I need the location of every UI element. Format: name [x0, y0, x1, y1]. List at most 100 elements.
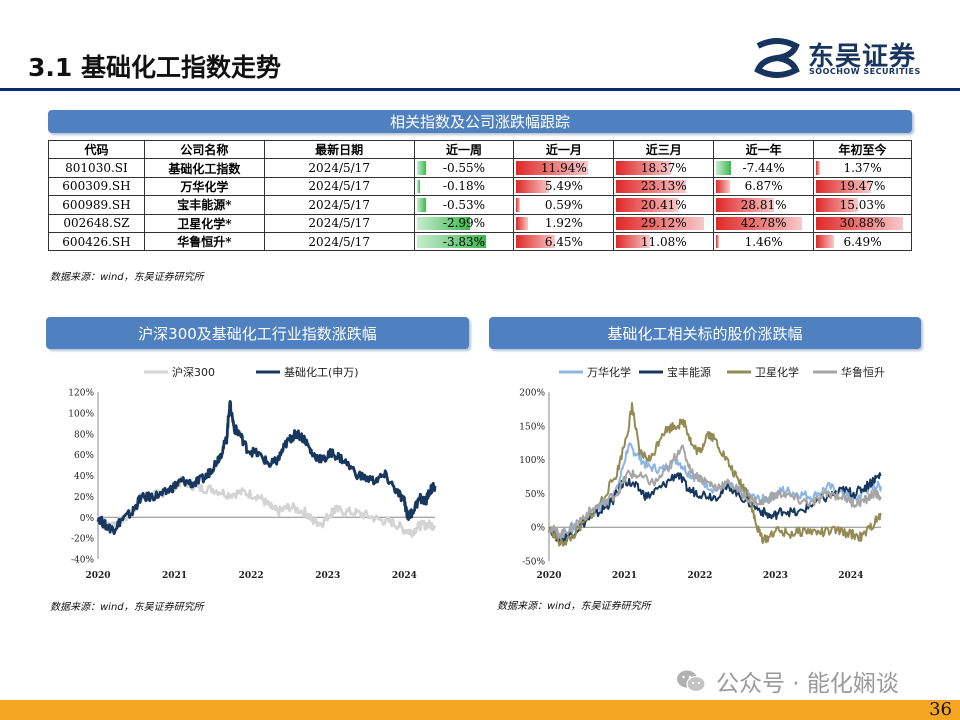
watermark-text: 公众号 · 能化娴谈 [716, 671, 899, 697]
change-cell: 23.13% [613, 176, 715, 197]
x-tick-label: 2020 [85, 571, 110, 581]
table-header-row: 代码 公司名称 最新日期 近一周 近一月 近三月 近一年 年初至今 [48, 139, 912, 160]
company-name-cell: 宝丰能源* [143, 195, 265, 215]
positive-data-bar [716, 179, 730, 194]
change-cell: 30.88% [813, 213, 912, 233]
column-header: 年初至今 [813, 139, 912, 160]
tracking-table: 代码 公司名称 最新日期 近一周 近一月 近三月 近一年 年初至今 801030… [48, 139, 912, 252]
change-cell: 18.37% [613, 158, 715, 178]
left-chart-header: 沪深300及基础化工行业指数涨跌幅 [46, 317, 469, 349]
footer-bar [0, 700, 960, 720]
left-chart-source-note: 数据来源：wind，东吴证券研究所 [50, 602, 204, 613]
positive-data-bar [616, 161, 672, 175]
change-cell: 1.92% [513, 213, 615, 233]
change-cell: 5.49% [513, 176, 615, 197]
change-value: 23.13% [640, 179, 687, 194]
column-header: 公司名称 [143, 139, 265, 160]
y-tick-label: 20% [74, 493, 94, 503]
header-divider [0, 88, 960, 91]
table-row: 002648.SZ 卫星化学* 2024/5/17 -2.99% 1.92% 29.12%… [48, 213, 912, 233]
series-line-3 [548, 402, 882, 547]
x-tick-label: 2023 [763, 571, 788, 581]
positive-data-bar [616, 216, 704, 230]
table-section-header: 相关指数及公司涨跌幅跟踪 [48, 110, 912, 133]
legend-label: 卫星化学 [755, 365, 799, 379]
x-tick-label: 2024 [838, 571, 863, 581]
date-cell: 2024/5/17 [263, 158, 415, 178]
logo-english-name: SOOCHOW SECURITIES [809, 67, 921, 76]
change-value: 29.12% [640, 216, 687, 231]
x-tick-label: 2023 [315, 571, 340, 581]
change-cell: 0.59% [513, 195, 615, 215]
change-cell: 1.46% [713, 231, 815, 252]
company-name-cell: 华鲁恒升* [143, 231, 265, 252]
positive-data-bar [816, 161, 820, 175]
left-line-chart: -40% -20% 0% 20% 40% 60% 80% 100% 120% 2020 2021 20… [68, 365, 437, 581]
wechat-watermark: 公众号 · 能化娴谈 [676, 664, 899, 698]
column-header: 近一周 [413, 139, 515, 160]
change-value: 6.45% [544, 234, 583, 249]
change-value: 15.03% [839, 197, 886, 212]
change-value: 0.59% [544, 197, 583, 212]
y-tick-label: 40% [74, 472, 94, 482]
positive-data-bar [516, 216, 528, 230]
right-line-chart: -50% 0% 50% 100% 150% 200% 2020 2021 2022 2023 202… [519, 365, 885, 581]
change-value: 20.41% [640, 197, 687, 212]
x-tick-label: 2021 [162, 571, 187, 581]
y-tick-label: 60% [74, 451, 94, 461]
y-tick-label: 100% [68, 409, 94, 419]
change-value: -0.18% [442, 179, 486, 194]
change-value: 1.37% [843, 161, 882, 176]
change-cell: -7.44% [713, 158, 815, 178]
x-tick-label: 2022 [239, 571, 264, 581]
table-row: 801030.SI 基础化工指数 2024/5/17 -0.55% 11.94% 18.3… [48, 158, 912, 178]
positive-data-bar [516, 179, 550, 194]
change-value: -0.53% [442, 197, 486, 212]
logo-chinese-name: 东吴证券 [808, 42, 917, 72]
y-tick-label: -50% [522, 558, 545, 568]
y-tick-label: 200% [519, 389, 545, 399]
company-name-cell: 万华化学 [143, 176, 265, 197]
positive-data-bar [516, 198, 520, 212]
change-cell: 19.47% [813, 176, 912, 197]
change-cell: 11.08% [613, 231, 715, 252]
legend-label: 万华化学 [587, 365, 631, 379]
column-header: 最新日期 [263, 139, 415, 160]
change-value: -3.83% [442, 234, 486, 249]
change-value: 18.37% [640, 161, 687, 176]
column-header: 近一月 [513, 139, 615, 160]
positive-data-bar [616, 234, 650, 249]
positive-data-bar [516, 234, 556, 249]
change-value: 19.47% [839, 179, 886, 194]
positive-data-bar [616, 179, 686, 194]
y-tick-label: 50% [525, 490, 545, 500]
positive-data-bar [616, 198, 678, 212]
x-tick-label: 2020 [536, 571, 561, 581]
positive-data-bar [716, 216, 802, 230]
y-tick-label: 120% [68, 389, 94, 399]
page-number: 36 [929, 699, 952, 720]
change-value: 6.49% [843, 234, 882, 249]
positive-data-bar [516, 161, 589, 175]
change-value: 5.49% [544, 179, 583, 194]
company-name-cell: 基础化工指数 [143, 158, 265, 178]
x-tick-label: 2024 [392, 571, 417, 581]
date-cell: 2024/5/17 [263, 176, 415, 197]
change-value: 28.81% [740, 197, 787, 212]
positive-data-bar [716, 198, 774, 212]
positive-data-bar [816, 216, 903, 230]
legend-label: 宝丰能源 [667, 365, 711, 379]
table-source-note: 数据来源：wind，东吴证券研究所 [50, 272, 204, 283]
change-value: 11.08% [640, 234, 687, 249]
y-tick-label: 80% [74, 430, 94, 440]
change-cell: 6.49% [813, 231, 912, 252]
change-cell: 20.41% [613, 195, 715, 215]
table-row: 600989.SH 宝丰能源* 2024/5/17 -0.53% 0.59% 20.41%… [48, 195, 912, 215]
positive-data-bar [816, 234, 835, 249]
x-tick-label: 2021 [612, 571, 637, 581]
date-cell: 2024/5/17 [263, 231, 415, 252]
code-cell: 600989.SH [48, 195, 145, 215]
positive-data-bar [816, 179, 871, 194]
series-line-4 [548, 444, 882, 540]
right-chart-source-note: 数据来源：wind，东吴证券研究所 [497, 601, 651, 612]
